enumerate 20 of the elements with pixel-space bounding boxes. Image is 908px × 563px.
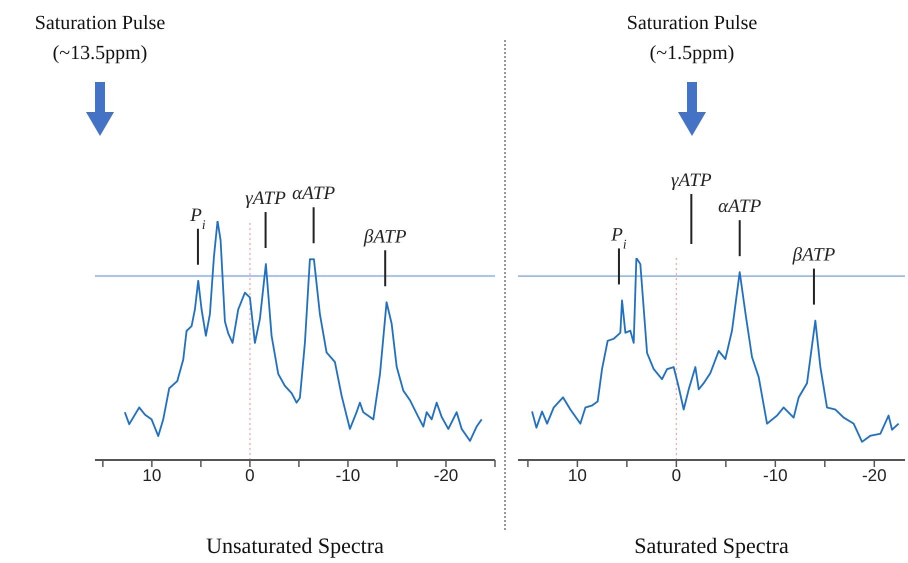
x-tick-label: -20 <box>434 466 458 486</box>
x-tick-label: 0 <box>245 466 255 486</box>
annotation: γATP <box>245 188 286 210</box>
x-tick-label: 10 <box>142 466 162 486</box>
x-tick-label: 10 <box>568 466 587 486</box>
chart-title: Saturation Pulse (~13.5ppm) <box>34 11 166 66</box>
annotation: P$_{i}$ <box>610 224 627 251</box>
x-tick-label: 0 <box>672 466 682 486</box>
text: γATP <box>671 170 712 191</box>
x-axis-title: Unsaturated Spectra <box>206 533 384 558</box>
x-axis-title: Saturated Spectra <box>634 533 789 558</box>
annotation: βATP <box>362 226 407 248</box>
x-tick-label: -20 <box>862 466 887 486</box>
annotation: P$_{i}$ <box>189 204 206 232</box>
x-tick-label: -10 <box>763 466 788 486</box>
annotation: αATP <box>292 183 336 204</box>
annotation: αATP <box>718 196 762 218</box>
chart-title: Saturation Pulse (~1.5ppm) <box>626 11 758 66</box>
annotation: βATP <box>792 244 836 266</box>
x-tick-label: -10 <box>336 466 360 486</box>
